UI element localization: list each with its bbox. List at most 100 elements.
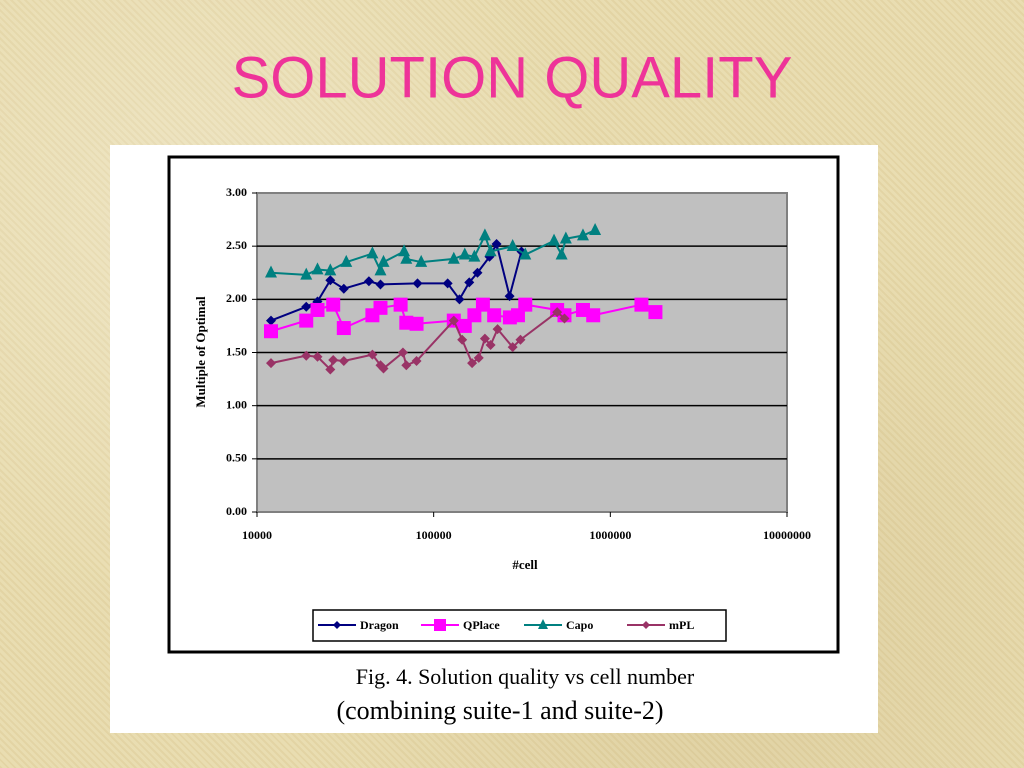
- y-tick-label: 2.00: [226, 291, 247, 305]
- legend-label: QPlace: [463, 618, 500, 632]
- legend-marker: [333, 621, 341, 629]
- x-tick-label: 10000000: [763, 528, 811, 542]
- marker: [378, 363, 389, 374]
- marker: [328, 354, 339, 365]
- marker: [507, 342, 518, 353]
- marker: [374, 263, 387, 276]
- legend-label: mPL: [669, 618, 694, 632]
- marker: [363, 276, 374, 287]
- marker: [263, 324, 278, 339]
- x-tick-label: 100000: [416, 528, 452, 542]
- marker: [366, 246, 379, 259]
- marker: [559, 231, 572, 244]
- legend-marker: [434, 619, 446, 631]
- marker: [324, 263, 337, 276]
- marker: [457, 318, 472, 333]
- marker: [326, 297, 341, 312]
- marker: [559, 313, 570, 324]
- marker: [518, 297, 533, 312]
- marker: [473, 352, 484, 363]
- marker: [397, 347, 408, 358]
- y-tick-label: 1.50: [226, 344, 247, 358]
- marker: [310, 302, 325, 317]
- marker: [301, 301, 312, 312]
- marker: [458, 247, 471, 260]
- marker: [519, 247, 532, 260]
- marker: [484, 244, 497, 257]
- marker: [336, 321, 351, 336]
- marker: [491, 239, 502, 250]
- marker: [589, 223, 602, 236]
- marker: [504, 291, 515, 302]
- marker: [648, 305, 663, 320]
- marker: [373, 300, 388, 315]
- y-tick-label: 2.50: [226, 238, 247, 252]
- slide-title: SOLUTION QUALITY: [232, 45, 793, 110]
- marker: [393, 297, 408, 312]
- marker: [301, 350, 312, 361]
- marker: [555, 247, 568, 260]
- y-tick-label: 0.00: [226, 504, 247, 518]
- marker: [468, 249, 481, 262]
- legend-label: Dragon: [360, 618, 399, 632]
- marker: [552, 307, 563, 318]
- marker: [464, 277, 475, 288]
- marker: [475, 297, 490, 312]
- marker: [510, 308, 525, 323]
- marker: [448, 315, 459, 326]
- marker: [311, 262, 324, 275]
- marker: [375, 279, 386, 290]
- y-tick-label: 1.00: [226, 397, 247, 411]
- marker: [515, 334, 526, 345]
- marker: [412, 278, 423, 289]
- marker: [300, 267, 313, 280]
- marker: [472, 267, 483, 278]
- marker: [447, 251, 460, 264]
- marker: [400, 251, 413, 264]
- x-tick-label: 10000: [242, 528, 272, 542]
- marker: [409, 316, 424, 331]
- marker: [265, 315, 276, 326]
- marker: [325, 364, 336, 375]
- marker: [340, 254, 353, 267]
- x-axis-title: #cell: [512, 557, 538, 572]
- marker: [411, 356, 422, 367]
- marker: [264, 265, 277, 278]
- marker: [367, 349, 378, 360]
- marker: [299, 313, 314, 328]
- y-tick-label: 3.00: [226, 185, 247, 199]
- marker: [506, 238, 519, 251]
- legend-marker: [538, 619, 548, 629]
- marker: [454, 294, 465, 305]
- marker: [586, 308, 601, 323]
- marker: [576, 228, 589, 241]
- marker: [467, 308, 482, 323]
- y-tick-label: 0.50: [226, 451, 247, 465]
- caption-line: Fig. 4. Solution quality vs cell number: [356, 664, 695, 689]
- marker: [325, 275, 336, 286]
- marker: [265, 358, 276, 369]
- marker: [485, 340, 496, 351]
- marker: [338, 356, 349, 367]
- marker: [415, 254, 428, 267]
- y-axis-title: Multiple of Optimal: [193, 296, 208, 408]
- marker: [548, 233, 561, 246]
- x-tick-label: 1000000: [589, 528, 631, 542]
- marker: [442, 278, 453, 289]
- marker: [492, 324, 503, 335]
- marker: [467, 358, 478, 369]
- marker: [457, 334, 468, 345]
- marker: [377, 254, 390, 267]
- marker: [312, 351, 323, 362]
- marker: [401, 360, 412, 371]
- caption-line: (combining suite-1 and suite-2): [336, 696, 663, 725]
- marker: [478, 228, 491, 241]
- legend-marker: [642, 621, 650, 629]
- marker: [487, 308, 502, 323]
- marker: [338, 283, 349, 294]
- legend-label: Capo: [566, 618, 593, 632]
- marker: [634, 297, 649, 312]
- marker: [479, 333, 490, 344]
